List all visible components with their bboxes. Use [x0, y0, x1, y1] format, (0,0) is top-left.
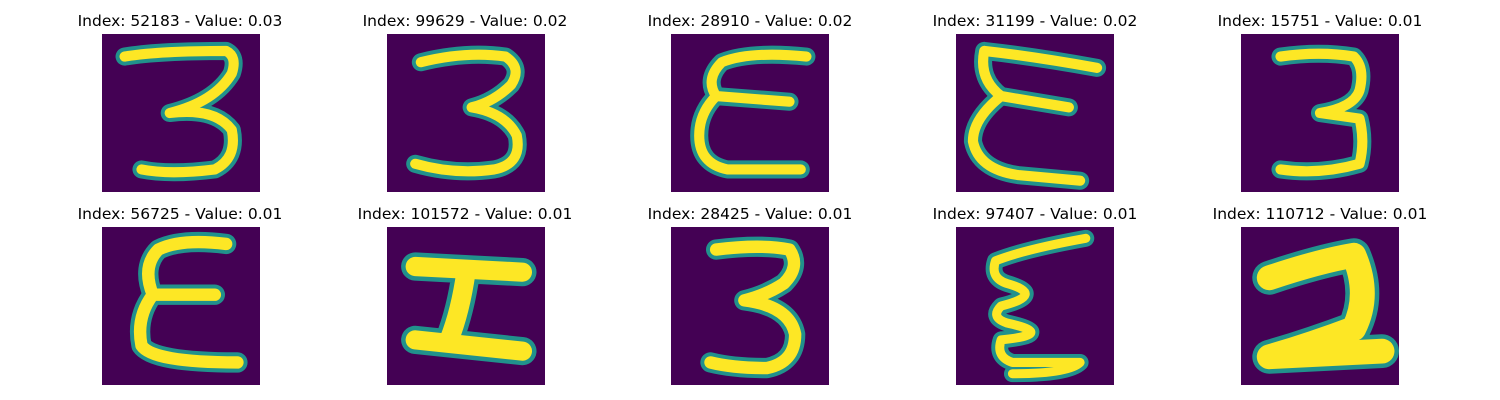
- curved-e-image: [671, 34, 829, 192]
- digit-3-image: [671, 227, 829, 385]
- panel-title-8: Index: 28425 - Value: 0.01: [647, 205, 853, 223]
- image-panel-9: [956, 227, 1114, 385]
- image-panel-2: [387, 34, 545, 192]
- image-panel-7: [387, 227, 545, 385]
- bold-h-image: [387, 227, 545, 385]
- zigzag-e-image: [956, 227, 1114, 385]
- image-panel-8: [671, 227, 829, 385]
- image-panel-5: [1241, 34, 1399, 192]
- panel-title-7: Index: 101572 - Value: 0.01: [357, 205, 573, 223]
- bold-2-image: [1241, 227, 1399, 385]
- image-panel-6: [102, 227, 260, 385]
- image-panel-10: [1241, 227, 1399, 385]
- panel-title-2: Index: 99629 - Value: 0.02: [362, 12, 568, 30]
- curved-e-image: [102, 227, 260, 385]
- panel-title-5: Index: 15751 - Value: 0.01: [1217, 12, 1423, 30]
- panel-title-1: Index: 52183 - Value: 0.03: [77, 12, 283, 30]
- image-panel-3: [671, 34, 829, 192]
- panel-title-6: Index: 56725 - Value: 0.01: [77, 205, 283, 223]
- curved-e-image: [956, 34, 1114, 192]
- digit-3-image: [102, 34, 260, 192]
- panel-title-3: Index: 28910 - Value: 0.02: [647, 12, 853, 30]
- digit-3-image: [1241, 34, 1399, 192]
- panel-title-9: Index: 97407 - Value: 0.01: [932, 205, 1138, 223]
- digit-3-image: [387, 34, 545, 192]
- image-panel-1: [102, 34, 260, 192]
- panel-title-4: Index: 31199 - Value: 0.02: [932, 12, 1138, 30]
- image-panel-4: [956, 34, 1114, 192]
- panel-title-10: Index: 110712 - Value: 0.01: [1212, 205, 1428, 223]
